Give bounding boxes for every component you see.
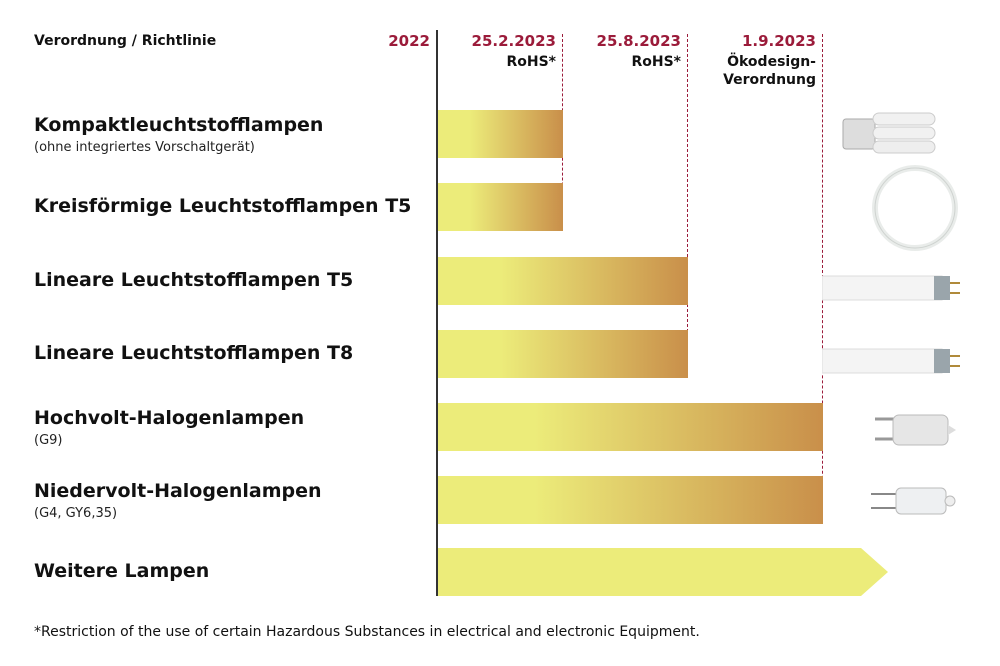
linear-tube-lamp-icon [821, 335, 982, 389]
category-label: Niedervolt-Halogenlampen [34, 480, 322, 502]
milestone-date: 25.2.2023 [471, 32, 556, 50]
milestone-date: 2022 [388, 32, 430, 50]
compact-fluorescent-lamp-icon [833, 105, 943, 169]
timeline-arrow-bar [438, 548, 888, 596]
milestone-label: RoHS* [506, 54, 556, 70]
category-label: Hochvolt-Halogenlampen [34, 407, 305, 429]
milestone-date: 1.9.2023 [741, 32, 816, 50]
timeline-bar [438, 183, 563, 231]
category-label: Lineare Leuchtstofflampen T5 [34, 269, 354, 291]
milestone-label: RoHS* [631, 54, 681, 70]
category-label: Kreisförmige Leuchtstofflampen T5 [34, 195, 412, 217]
header-label: Verordnung / Richtlinie [34, 33, 217, 49]
timeline-bar [438, 330, 688, 378]
timeline-bar [438, 476, 823, 524]
category-label: Kompaktleuchtstofflampen [34, 114, 324, 136]
category-note: (G9) [34, 433, 63, 448]
category-note: (G4, GY6,35) [34, 506, 118, 521]
circular-fluorescent-lamp-icon [860, 163, 970, 257]
g9-halogen-lamp-icon [865, 405, 975, 459]
timeline-bar [438, 110, 563, 158]
category-label: Weitere Lampen [34, 560, 210, 582]
timeline-bar [438, 403, 823, 451]
category-label: Lineare Leuchtstofflampen T8 [34, 342, 354, 364]
timeline-bar [438, 257, 688, 305]
start-axis-line [436, 30, 438, 596]
milestone-line [687, 34, 688, 377]
footnote: *Restriction of the use of certain Hazar… [34, 624, 700, 640]
g4-halogen-lamp-icon [866, 476, 976, 530]
linear-tube-lamp-icon [821, 262, 982, 316]
milestone-label: Ökodesign- Verordnung [723, 54, 816, 88]
milestone-date: 25.8.2023 [596, 32, 681, 50]
category-note: (ohne integriertes Vorschaltgerät) [34, 140, 255, 155]
